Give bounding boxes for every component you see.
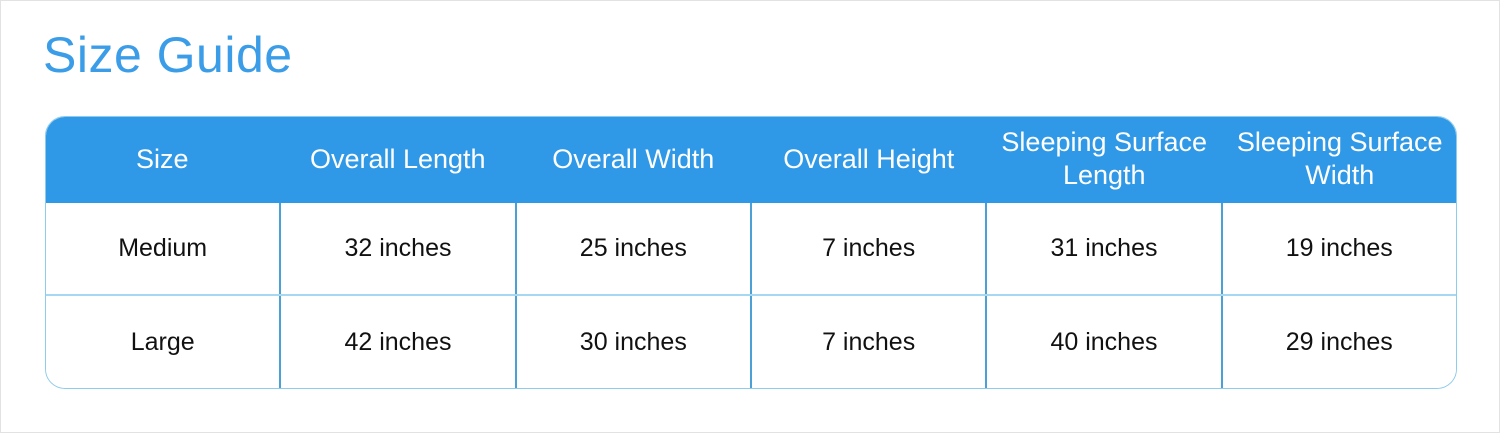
column-header-sleeping-surface-length: Sleeping Surface Length bbox=[1001, 127, 1208, 190]
table-cell-overall-width: 25 inches bbox=[514, 202, 750, 295]
table-cell-overall-height: 7 inches bbox=[749, 202, 985, 295]
table-cell-size: Medium bbox=[118, 233, 208, 262]
table-cell-sleeping-surface-length: 40 inches bbox=[985, 296, 1220, 388]
table-header-row: Size Overall Length Overall Width Overal… bbox=[46, 117, 1456, 203]
table-cell-overall-height: 7 inches bbox=[749, 296, 985, 388]
table-cell-size: Large bbox=[130, 327, 195, 356]
size-guide-table: Size Overall Length Overall Width Overal… bbox=[45, 116, 1457, 389]
column-header-overall-height: Overall Height bbox=[783, 143, 955, 174]
page-title: Size Guide bbox=[43, 27, 293, 83]
table-cell-sleeping-surface-length: 31 inches bbox=[985, 202, 1220, 295]
column-header-sleeping-surface-width: Sleeping Surface Width bbox=[1236, 127, 1443, 190]
column-header-overall-width: Overall Width bbox=[552, 143, 715, 174]
table-cell-sleeping-surface-width: 19 inches bbox=[1220, 202, 1456, 295]
table-cell-sleeping-surface-width: 29 inches bbox=[1220, 296, 1456, 388]
table-row-large: Large 42 inches 30 inches 7 inches 40 in… bbox=[46, 294, 1456, 388]
table-cell-overall-length: 42 inches bbox=[279, 296, 514, 388]
column-header-overall-length: Overall Length bbox=[309, 143, 486, 174]
column-header-size: Size bbox=[135, 143, 189, 174]
table-row-medium: Medium 32 inches 25 inches 7 inches 31 i… bbox=[46, 202, 1456, 295]
table-cell-overall-length: 32 inches bbox=[279, 202, 514, 295]
table-cell-overall-width: 30 inches bbox=[514, 296, 750, 388]
